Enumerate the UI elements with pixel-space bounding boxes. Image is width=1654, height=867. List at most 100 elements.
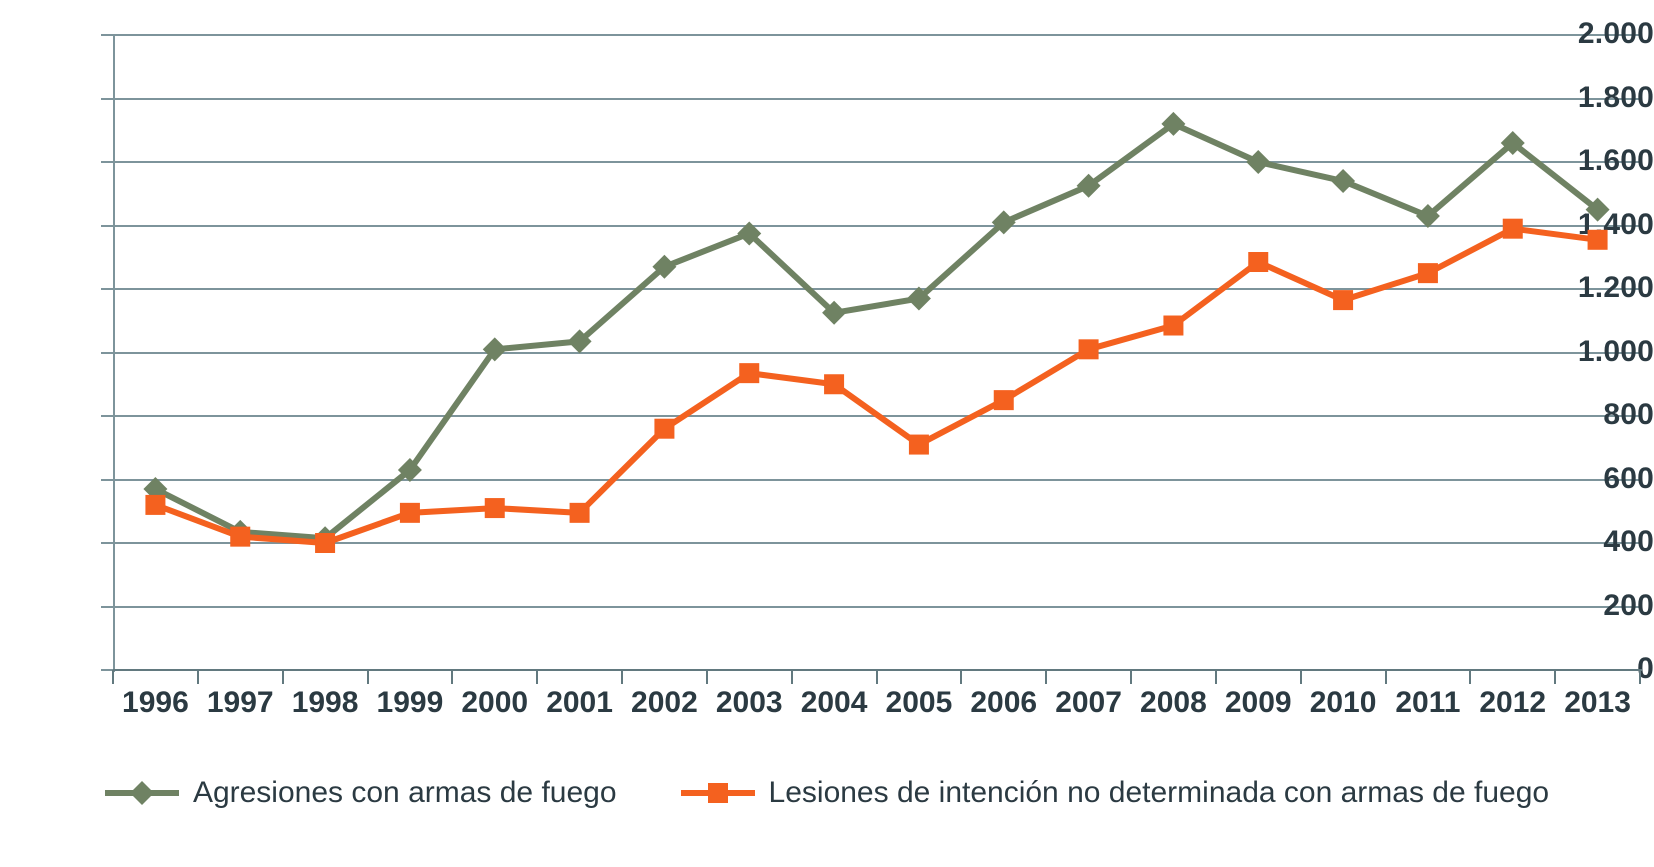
x-tick-label: 2003 [715,686,783,719]
x-tick-mark [1639,670,1641,684]
data-point-square [1333,290,1354,311]
x-tick-label: 2005 [885,686,953,719]
x-tick-label: 1997 [206,686,274,719]
data-point-square [230,526,251,547]
gridline [113,161,1640,163]
data-point-square [908,434,929,455]
x-tick-mark [1384,670,1387,684]
data-point-diamond [652,254,677,279]
y-tick-mark [101,351,114,354]
data-point-diamond [906,286,931,311]
y-tick-label: 1.000 [1577,334,1654,368]
y-tick-label: 600 [1603,461,1654,495]
data-point-diamond [1500,130,1525,155]
y-tick-mark [101,669,114,671]
x-tick-mark [875,670,878,684]
y-tick-label: 1.200 [1577,271,1654,304]
data-point-square [484,498,505,519]
legend-square-marker-icon [680,783,755,803]
x-tick-mark [705,670,708,684]
x-tick-label: 1999 [376,686,444,719]
legend-item-2[interactable]: Lesiones de intención no determinada con… [680,776,1550,809]
y-tick-mark [101,161,114,163]
y-tick-label: 200 [1603,588,1654,622]
x-tick-label: 2010 [1309,686,1377,719]
data-point-diamond [822,300,847,325]
data-point-diamond [567,329,592,354]
x-tick-mark [112,670,114,684]
y-tick-label: 800 [1603,398,1654,431]
data-point-square [1587,229,1608,250]
gridline [113,288,1640,290]
gridline [113,351,1640,354]
gridline [113,97,1640,100]
x-axis-line [113,669,1642,671]
data-point-diamond [1246,150,1271,174]
data-point-square [1248,252,1269,273]
x-tick-mark [196,670,199,684]
y-tick-label: 1.800 [1577,80,1654,114]
data-point-diamond [1415,203,1440,228]
y-tick-label: 2.000 [1577,17,1654,50]
x-tick-label: 1998 [291,686,359,719]
y-tick-mark [101,478,114,481]
x-tick-label: 1996 [122,686,189,719]
x-tick-mark [281,670,284,684]
data-point-square [654,418,675,439]
data-point-square [1078,339,1099,360]
x-tick-label: 2004 [800,686,868,719]
data-point-diamond [1331,169,1356,194]
x-tick-mark [366,670,369,684]
data-point-diamond [1585,197,1610,222]
series-2 [145,218,1608,553]
x-tick-mark [536,670,539,684]
data-point-square [1417,263,1438,284]
x-tick-mark [1469,670,1472,684]
x-tick-mark [1554,670,1557,684]
data-point-diamond [1161,111,1186,136]
data-point-diamond [1076,173,1101,198]
x-tick-mark [790,670,793,684]
y-tick-mark [101,97,114,100]
data-point-square [145,494,166,515]
data-point-diamond [991,210,1016,235]
series-line [152,225,1601,546]
data-point-diamond [397,457,422,482]
x-tick-label: 2000 [461,686,529,719]
data-point-square [315,533,336,553]
legend-diamond-marker-icon [104,781,179,805]
x-tick-label: 2013 [1564,686,1631,719]
y-tick-mark [101,542,114,544]
chart-legend: Agresiones con armas de fuego Lesiones de… [0,778,1654,808]
y-tick-mark [101,34,114,36]
gridline [113,542,1640,544]
data-point-square [399,502,420,523]
data-point-square [569,502,590,523]
x-tick-label: 2008 [1140,686,1207,719]
x-tick-mark [621,670,623,684]
legend-item-1[interactable]: Agresiones con armas de fuego [104,778,617,808]
y-tick-label: 400 [1603,525,1654,558]
y-tick-mark [101,605,114,608]
data-point-square [824,374,845,395]
data-point-square [993,390,1014,411]
x-tick-label: 2011 [1395,686,1461,719]
x-tick-mark [1045,670,1048,684]
legend-label: Lesiones de intención no determinada con… [768,776,1550,809]
series-line [152,120,1601,542]
data-point-diamond [737,221,762,246]
data-point-square [739,363,760,384]
data-point-square [1502,218,1523,239]
x-tick-mark [1299,670,1302,684]
gridline [113,605,1640,608]
series-1 [143,111,1610,551]
series-plot [143,111,1610,553]
y-tick-label: 0 [1637,652,1654,685]
x-tick-label: 2007 [1055,686,1122,719]
y-axis-line [113,35,115,672]
data-point-diamond [482,337,507,362]
x-tick-label: 2001 [546,686,613,719]
x-tick-label: 2002 [631,686,698,719]
x-tick-mark [1130,670,1132,684]
